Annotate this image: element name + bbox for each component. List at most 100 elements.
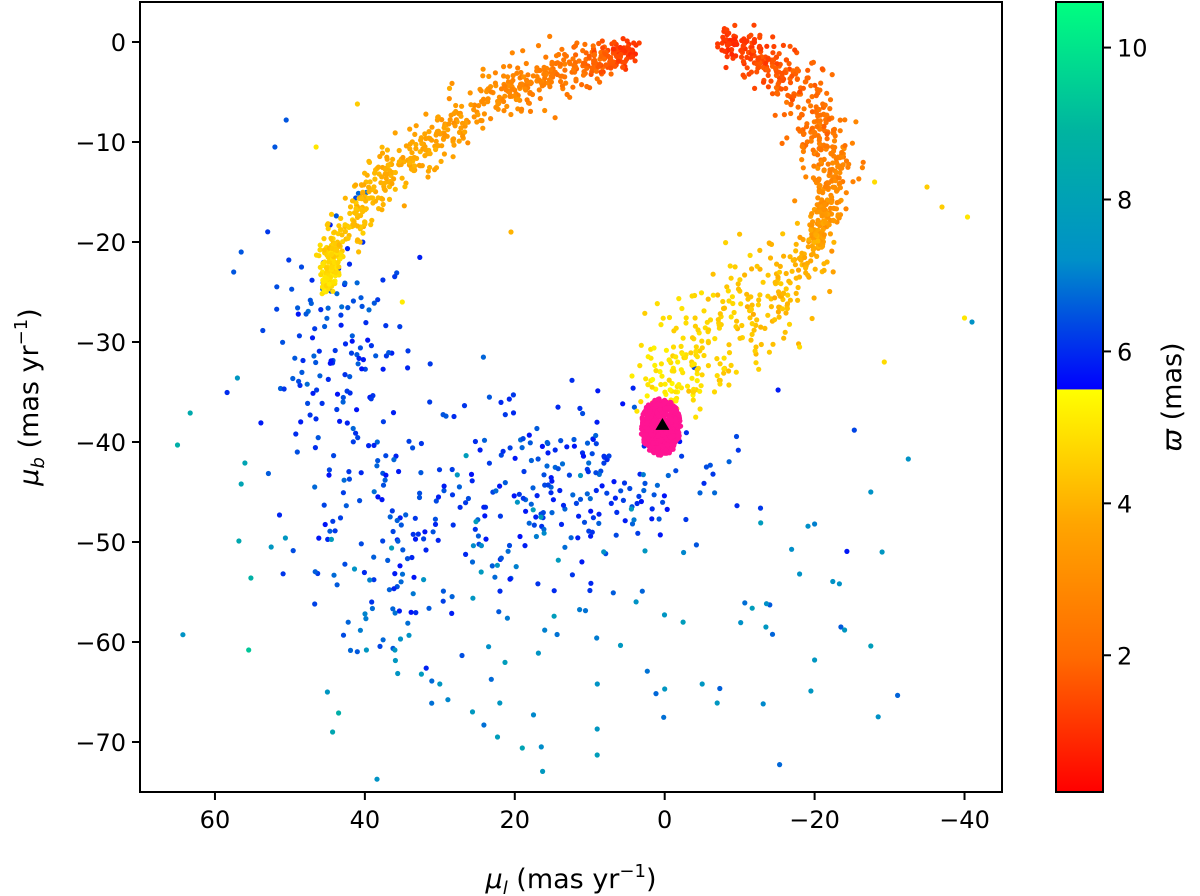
data-point [447, 117, 453, 123]
data-point [552, 115, 558, 121]
data-point [366, 443, 372, 449]
data-point [313, 416, 319, 422]
data-point [342, 280, 348, 286]
data-point [842, 117, 848, 123]
data-point [392, 274, 398, 280]
data-point [830, 160, 836, 166]
data-point [502, 83, 508, 89]
data-point [673, 468, 679, 474]
cluster-member-point [673, 422, 679, 428]
data-point [407, 146, 413, 152]
data-point [467, 90, 473, 96]
data-point [580, 60, 587, 66]
data-point [465, 140, 471, 146]
data-point [799, 143, 805, 150]
data-point [576, 58, 582, 64]
data-point [699, 372, 705, 378]
data-point [307, 412, 313, 418]
data-point [769, 91, 776, 97]
data-point [662, 389, 668, 395]
data-point [679, 453, 685, 459]
data-point [810, 147, 816, 153]
data-point [748, 337, 754, 343]
data-point [814, 202, 820, 208]
data-point [594, 752, 600, 758]
data-point [433, 498, 439, 504]
data-point [525, 72, 531, 78]
data-point [770, 34, 776, 40]
data-point [521, 468, 527, 475]
data-point [274, 306, 280, 312]
data-point [494, 562, 500, 568]
data-point [787, 43, 793, 49]
data-point [836, 175, 842, 181]
data-point [355, 190, 361, 196]
data-point [701, 480, 707, 486]
data-point [837, 128, 843, 134]
data-point [379, 196, 386, 202]
data-point [429, 124, 435, 130]
data-point [559, 46, 565, 52]
data-point [497, 513, 503, 519]
data-point [793, 275, 799, 281]
data-point [456, 484, 462, 490]
data-point [760, 79, 767, 85]
data-point [342, 372, 348, 378]
data-point [756, 366, 762, 372]
data-point [805, 67, 811, 73]
data-point [286, 257, 292, 263]
data-point [282, 535, 288, 541]
data-point [643, 376, 649, 382]
data-point [819, 66, 825, 72]
data-point [577, 472, 584, 479]
data-point [768, 304, 775, 310]
data-point [721, 305, 728, 311]
data-point [580, 410, 586, 417]
data-point [475, 533, 481, 539]
data-point [473, 519, 479, 525]
data-point [744, 304, 751, 310]
data-point [535, 43, 542, 49]
data-point [435, 537, 441, 543]
data-point [397, 324, 403, 330]
data-point [644, 668, 650, 674]
data-point [537, 95, 543, 102]
data-point [298, 419, 304, 425]
data-point [769, 631, 776, 637]
data-point [280, 571, 286, 577]
data-point [375, 297, 381, 303]
data-point [507, 445, 513, 451]
data-point [804, 75, 810, 81]
data-point [375, 494, 381, 500]
data-point [849, 140, 856, 146]
data-point [427, 151, 433, 157]
data-point [654, 482, 661, 488]
data-point [777, 263, 783, 269]
data-point [795, 297, 801, 303]
data-point [688, 350, 694, 356]
data-point [723, 240, 729, 246]
data-point [354, 223, 360, 229]
data-point [749, 605, 755, 611]
data-point [389, 508, 395, 514]
data-point [358, 541, 364, 547]
data-point [392, 130, 398, 136]
cluster-member-point [666, 450, 673, 456]
data-point [726, 382, 732, 388]
data-point [439, 143, 445, 149]
data-point [584, 440, 591, 446]
data-point [350, 439, 356, 445]
data-point [684, 383, 691, 389]
data-point [701, 352, 707, 359]
data-point [461, 403, 468, 409]
data-point [493, 488, 499, 494]
data-point [390, 528, 396, 535]
data-point [833, 169, 839, 176]
data-point [580, 72, 587, 78]
data-point [463, 453, 469, 459]
data-point [541, 530, 547, 536]
data-point [596, 40, 602, 47]
data-point [550, 497, 557, 503]
data-point [799, 250, 805, 256]
data-point [397, 636, 404, 642]
